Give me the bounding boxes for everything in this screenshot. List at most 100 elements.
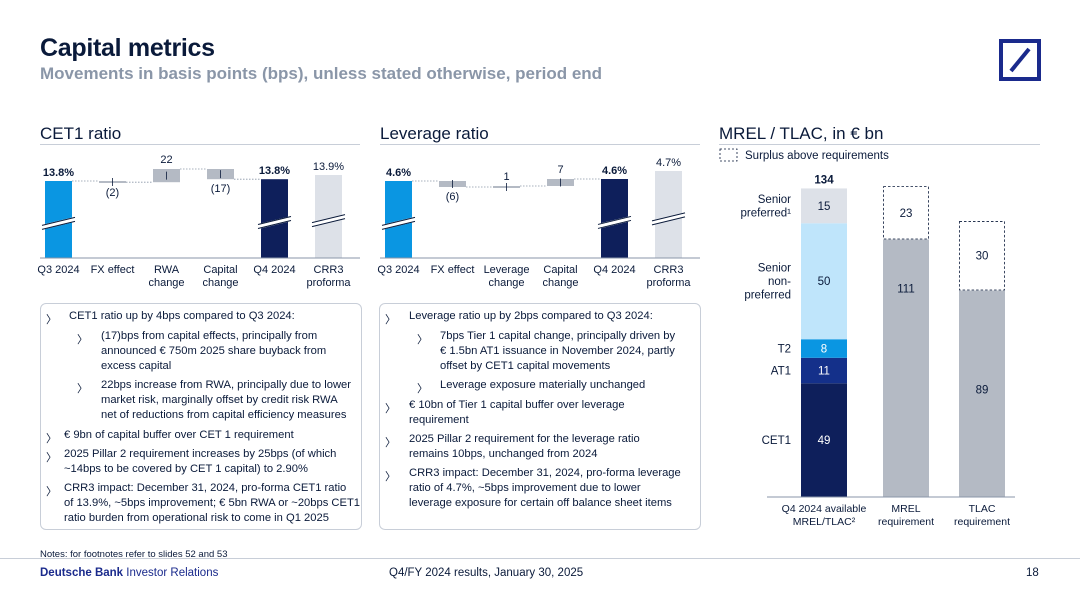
cet1-break-line-a-4 bbox=[257, 220, 292, 230]
lev-category-label-5-0: CRR3 bbox=[654, 264, 684, 276]
mrel-category-label-0-0: Q4 2024 available bbox=[782, 503, 867, 515]
mrel-requirement-bar-1 bbox=[883, 239, 929, 497]
cet1-bullet-3: 2025 Pillar 2 requirement increases by 2… bbox=[64, 448, 337, 476]
mrel-category-label-1-1: requirement bbox=[878, 516, 934, 528]
bullet-chevron-icon: 〉 bbox=[385, 314, 396, 326]
lev-category-label-5-1: proforma bbox=[646, 277, 691, 289]
cet1-break-line-b-0 bbox=[41, 216, 76, 226]
lev-break-line-a-0 bbox=[381, 220, 416, 230]
lev-break-line-a-4 bbox=[597, 219, 632, 229]
cet1-break-gap-4 bbox=[257, 216, 292, 229]
mrel-segment-label-0: 49 bbox=[818, 435, 831, 447]
bullet-chevron-icon: 〉 bbox=[385, 403, 396, 415]
cet1-break-gap-0 bbox=[41, 216, 76, 230]
lev-break-line-b-4 bbox=[597, 215, 632, 225]
bullet-chevron-icon: 〉 bbox=[46, 486, 57, 498]
bullet-chevron-icon: 〉 bbox=[77, 334, 88, 346]
lev-value-label-2: 1 bbox=[503, 171, 509, 183]
cet1-section-title: CET1 ratio bbox=[40, 124, 122, 143]
leverage-bullet-3: 2025 Pillar 2 requirement for the levera… bbox=[409, 433, 640, 461]
mrel-category-label-0-1: MREL/TLAC² bbox=[793, 516, 856, 528]
mrel-surplus-box-1 bbox=[883, 186, 929, 240]
page-number: 18 bbox=[1026, 567, 1039, 579]
mrel-category-label-2-0: TLAC bbox=[969, 503, 996, 515]
lev-value-label-5: 4.7% bbox=[656, 157, 681, 169]
cet1-break-line-a-0 bbox=[41, 220, 76, 230]
leverage-bullet-2: € 10bn of Tier 1 capital buffer over lev… bbox=[409, 399, 625, 427]
cet1-category-label-3-0: Capital bbox=[203, 264, 237, 276]
footer-divider bbox=[0, 558, 1080, 559]
lev-break-line-b-5 bbox=[651, 212, 686, 222]
mrel-segment-4 bbox=[801, 188, 847, 224]
bullet-chevron-icon: 〉 bbox=[46, 452, 57, 464]
lev-value-label-0: 4.6% bbox=[386, 167, 411, 179]
mrel-segment-0 bbox=[801, 383, 847, 497]
mrel-row-label-3-2: preferred bbox=[744, 290, 791, 302]
mrel-requirement-bar-2 bbox=[959, 290, 1005, 497]
mrel-category-label-2-1: requirement bbox=[954, 516, 1010, 528]
cet1-category-label-5-1: proforma bbox=[306, 277, 351, 289]
mrel-row-label-1-0: AT1 bbox=[771, 366, 791, 378]
footnote: Notes: for footnotes refer to slides 52 … bbox=[40, 549, 228, 560]
lev-category-label-3-1: change bbox=[542, 277, 578, 289]
lev-break-gap-5 bbox=[651, 212, 686, 226]
cet1-value-label-1: (2) bbox=[106, 187, 119, 199]
mrel-segment-label-1: 11 bbox=[818, 366, 830, 378]
cet1-category-label-2-1: change bbox=[148, 277, 184, 289]
footer-brand: Deutsche Bank Investor Relations bbox=[40, 567, 219, 579]
deutsche-bank-logo bbox=[999, 39, 1041, 81]
cet1-value-label-0: 13.8% bbox=[43, 167, 74, 179]
mrel-divider bbox=[719, 144, 1040, 145]
leverage-waterfall-chart: 4.6%Q3 2024(6)FX effect1Leveragechange7C… bbox=[377, 157, 700, 289]
mrel-section-title: MREL / TLAC, in € bn bbox=[719, 124, 884, 143]
lev-category-label-4-0: Q4 2024 bbox=[593, 264, 635, 276]
leverage-bullet-1a: 7bps Tier 1 capital change, principally … bbox=[440, 330, 676, 373]
cet1-waterfall-chart: 13.8%Q3 2024(2)FX effect22RWAchange(17)C… bbox=[37, 154, 360, 289]
bullet-chevron-icon: 〉 bbox=[77, 383, 88, 395]
mrel-segment-1 bbox=[801, 357, 847, 384]
mrel-requirement-label-2: 89 bbox=[976, 385, 989, 397]
mrel-row-label-4-1: preferred¹ bbox=[741, 208, 792, 220]
legend-label-surplus: Surplus above requirements bbox=[745, 150, 889, 162]
lev-category-label-3-0: Capital bbox=[543, 264, 577, 276]
mrel-segment-label-4: 15 bbox=[818, 201, 831, 213]
mrel-surplus-box-2 bbox=[959, 221, 1005, 291]
cet1-value-label-2: 22 bbox=[160, 154, 172, 166]
lev-category-label-0-0: Q3 2024 bbox=[377, 264, 419, 276]
cet1-value-label-3: (17) bbox=[211, 183, 231, 195]
cet1-value-label-5: 13.9% bbox=[313, 161, 344, 173]
lev-break-gap-0 bbox=[381, 216, 416, 230]
lev-value-label-3: 7 bbox=[557, 164, 563, 176]
mrel-surplus-label-1: 23 bbox=[900, 208, 913, 220]
leverage-section-title: Leverage ratio bbox=[380, 124, 489, 143]
cet1-break-line-a-5 bbox=[311, 218, 346, 228]
leverage-bullet-4: CRR3 impact: December 31, 2024, pro-form… bbox=[409, 467, 681, 510]
cet1-category-label-2-0: RWA bbox=[154, 264, 180, 276]
cet1-bullet-2: € 9bn of capital buffer over CET 1 requi… bbox=[64, 429, 294, 441]
cet1-break-line-b-5 bbox=[311, 214, 346, 224]
lev-break-line-b-0 bbox=[381, 216, 416, 226]
mrel-segment-label-2: 8 bbox=[821, 344, 827, 356]
cet1-commentary-box: 〉 CET1 ratio up by 4bps compared to Q3 2… bbox=[40, 303, 362, 530]
bullet-chevron-icon: 〉 bbox=[417, 383, 428, 395]
page-title: Capital metrics bbox=[40, 34, 215, 62]
mrel-row-label-2-0: T2 bbox=[778, 344, 791, 356]
cet1-category-label-3-1: change bbox=[202, 277, 238, 289]
cet1-break-line-b-4 bbox=[257, 216, 292, 226]
lev-value-label-4: 4.6% bbox=[602, 165, 627, 177]
cet1-value-label-4: 13.8% bbox=[259, 165, 290, 177]
mrel-total-label: 134 bbox=[814, 174, 834, 186]
bullet-chevron-icon: 〉 bbox=[46, 314, 57, 326]
mrel-row-label-3-0: Senior bbox=[758, 263, 791, 275]
logo-slash-icon bbox=[1009, 47, 1031, 73]
mrel-surplus-label-2: 30 bbox=[976, 251, 989, 263]
leverage-divider bbox=[380, 144, 700, 145]
lev-break-gap-4 bbox=[597, 216, 632, 229]
mrel-row-label-3-1: non- bbox=[768, 276, 791, 288]
cet1-bullet-1a: (17)bps from capital effects, principall… bbox=[101, 330, 327, 373]
leverage-bullet-1b: Leverage exposure materially unchanged bbox=[440, 379, 646, 391]
cet1-bullet-1: CET1 ratio up by 4bps compared to Q3 202… bbox=[69, 310, 295, 322]
cet1-break-gap-5 bbox=[311, 214, 346, 228]
lev-break-line-a-5 bbox=[651, 216, 686, 226]
mrel-row-label-4-0: Senior bbox=[758, 194, 791, 206]
